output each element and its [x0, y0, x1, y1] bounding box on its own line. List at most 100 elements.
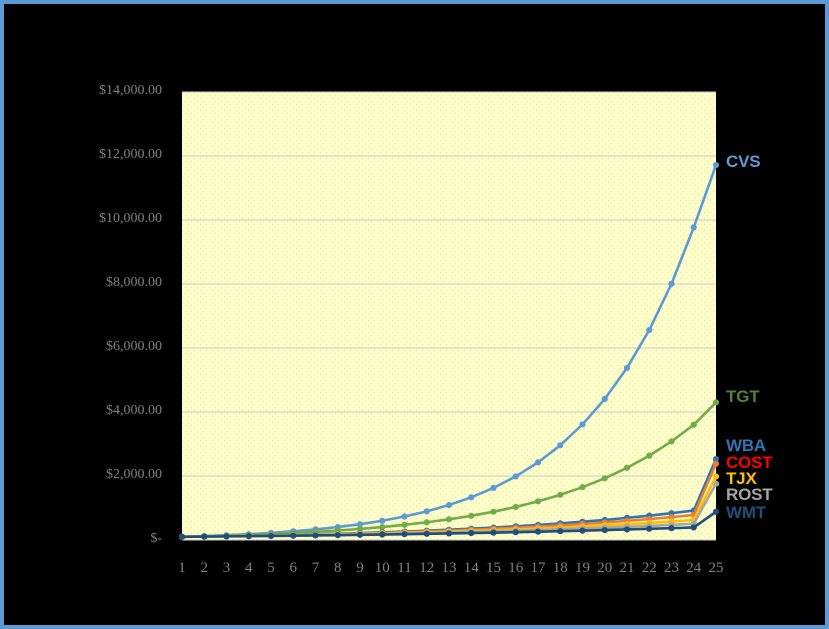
data-point — [712, 480, 720, 487]
data-point — [534, 528, 542, 535]
x-axis-tick-label: 22 — [641, 560, 657, 576]
data-point — [579, 527, 586, 534]
y-axis-tick-label: $10,000.00 — [99, 211, 162, 226]
y-axis-tick-label: $2,000.00 — [106, 467, 162, 482]
data-point — [712, 455, 720, 463]
gridlines — [182, 91, 716, 541]
data-point — [312, 532, 319, 539]
x-axis-tick-label: 17 — [530, 560, 546, 576]
data-point — [712, 473, 720, 480]
data-point — [468, 494, 475, 501]
data-point — [690, 421, 697, 428]
line-chart — [178, 91, 720, 541]
x-axis-tick-label: 18 — [552, 560, 568, 576]
y-axis-tick-label: $6,000.00 — [106, 339, 162, 354]
x-axis-tick-label: 7 — [311, 560, 320, 576]
data-point — [690, 224, 697, 231]
data-point — [557, 528, 564, 535]
data-point — [668, 514, 675, 521]
data-point — [490, 484, 497, 491]
series-label-tjx: TJX — [726, 469, 757, 488]
data-point — [557, 491, 564, 498]
data-point — [401, 521, 408, 528]
x-axis-tick-label: 8 — [334, 560, 342, 576]
y-axis-tick-label: $12,000.00 — [99, 147, 162, 162]
x-axis-tick-label: 19 — [575, 560, 590, 576]
series-label-wmt: WMT — [726, 503, 766, 522]
data-point — [423, 519, 430, 526]
data-point — [646, 525, 653, 532]
data-point — [445, 516, 453, 523]
y-axis-tick-label: $14,000.00 — [99, 83, 162, 98]
x-axis-tick-label: 2 — [200, 560, 209, 576]
data-point — [356, 521, 364, 528]
data-point — [423, 530, 430, 537]
data-point — [445, 501, 453, 509]
data-point — [267, 532, 275, 540]
data-point — [468, 529, 475, 537]
data-point — [445, 530, 453, 537]
data-point — [178, 533, 186, 540]
data-point — [512, 529, 519, 536]
data-point — [668, 525, 675, 532]
plot-area-background — [182, 92, 716, 540]
series-label-cvs: CVS — [726, 152, 761, 171]
series-label-tgt: TGT — [726, 387, 760, 406]
data-point — [401, 531, 408, 538]
data-point — [245, 533, 252, 540]
x-axis-tick-label: 11 — [397, 560, 412, 576]
data-point — [490, 529, 497, 536]
data-point — [201, 533, 208, 540]
data-point — [401, 513, 408, 520]
data-point — [712, 399, 720, 406]
x-axis-tick-label: 21 — [619, 560, 635, 576]
data-point — [601, 526, 608, 534]
x-axis-tick-label: 13 — [441, 560, 457, 576]
series-wmt — [178, 508, 720, 540]
x-axis-tick-label: 9 — [356, 560, 364, 576]
data-point — [379, 523, 386, 531]
data-point — [290, 532, 297, 539]
x-axis-tick-label: 20 — [597, 560, 613, 576]
x-axis-tick-label: 12 — [419, 560, 435, 576]
data-point — [334, 532, 341, 539]
x-axis-tick-label: 14 — [463, 560, 479, 576]
data-point — [712, 508, 720, 515]
data-point — [379, 531, 386, 538]
data-point — [668, 280, 675, 287]
x-axis-tick-label: 10 — [374, 560, 390, 576]
data-point — [646, 326, 653, 334]
data-point — [512, 473, 519, 480]
data-point — [623, 364, 631, 372]
data-point — [423, 508, 430, 515]
data-point — [534, 459, 542, 466]
x-axis-tick-label: 3 — [222, 560, 231, 576]
x-axis-tick-label: 6 — [289, 560, 298, 576]
x-axis-tick-label: 16 — [508, 560, 524, 576]
y-axis-tick-label: $- — [150, 531, 162, 546]
data-point — [379, 517, 386, 524]
x-axis-tick-label: 4 — [245, 560, 253, 576]
x-axis-tick-label: 15 — [486, 560, 501, 576]
data-point — [601, 475, 608, 482]
data-point — [646, 452, 653, 459]
y-axis-tick-label: $8,000.00 — [106, 275, 162, 290]
data-point — [579, 421, 586, 428]
data-point — [223, 533, 230, 540]
x-axis-tick-label: 23 — [664, 560, 679, 576]
data-point — [668, 438, 675, 445]
data-point — [534, 498, 542, 505]
x-axis-tick-label: 5 — [267, 560, 275, 576]
data-point — [557, 442, 564, 449]
data-point — [468, 512, 475, 519]
series-label-wba: WBA — [726, 436, 766, 455]
data-point — [512, 503, 519, 511]
data-point — [690, 524, 697, 531]
y-axis-tick-label: $4,000.00 — [106, 403, 162, 418]
x-axis-tick-label: 1 — [178, 560, 186, 576]
data-point — [623, 526, 631, 533]
series-label-cost: COST — [726, 453, 773, 472]
data-point — [712, 460, 720, 467]
data-point — [623, 464, 631, 471]
